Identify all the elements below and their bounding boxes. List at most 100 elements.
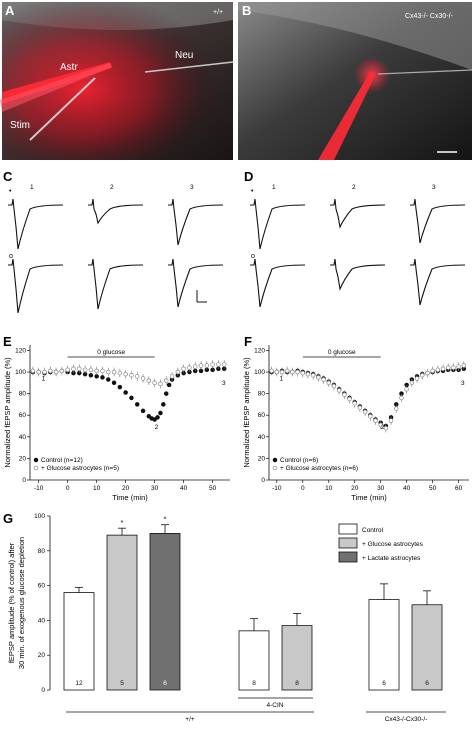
chart-e: 0 20 40 60 80 100 120 -10 0 10 20 30 40 50 Time (min) N… (3, 345, 230, 502)
annotation-2: 2 (155, 424, 159, 431)
glucose-point (404, 387, 409, 392)
y-tick-label: 60 (38, 583, 46, 590)
y-tick-label: 60 (19, 412, 27, 419)
glucose-point (106, 369, 111, 375)
control-point (106, 377, 111, 382)
glucose-point (269, 368, 274, 374)
annotation-1: 1 (42, 376, 46, 383)
glucose-point (290, 369, 295, 375)
glucose-point (48, 368, 53, 374)
y-tick-label: 40 (19, 434, 27, 441)
y-tick-label: 100 (34, 513, 45, 520)
zero-glucose-label: 0 glucose (97, 349, 125, 356)
glucose-point (152, 380, 157, 386)
glucose-point (192, 364, 198, 369)
trace-number-C-3: 3 (190, 184, 194, 191)
control-point (146, 414, 152, 419)
glucose-point (305, 371, 311, 377)
y-tick-label: 20 (258, 455, 266, 462)
bar (411, 604, 443, 691)
y-tick-label: 40 (258, 434, 266, 441)
glucose-point (394, 406, 399, 411)
control-point (155, 415, 160, 420)
legend-swatch (338, 551, 358, 563)
glucose-point (399, 395, 404, 401)
glucose-point (331, 383, 337, 389)
y-tick-label: 80 (38, 548, 46, 555)
legend-label: + Glucose astrocytes (n=5) (41, 465, 119, 472)
label-stim: Stim (10, 120, 30, 131)
legend-label: Control (n=12) (41, 457, 83, 464)
x-axis-label: Time (min) (351, 493, 387, 502)
glucose-point (321, 377, 326, 382)
glucose-point (111, 369, 117, 375)
legend-marker (272, 465, 278, 471)
glucose-point (295, 369, 300, 375)
control-point (117, 384, 123, 390)
trace-number-D-3: 3 (432, 184, 436, 191)
y-tick-label: 0 (261, 477, 265, 484)
trace-D-bottom-2 (330, 258, 386, 291)
x-tick-label: 40 (403, 485, 411, 492)
glucose-point (216, 362, 221, 367)
glucose-point (117, 370, 123, 376)
y-tick-label: 100 (15, 369, 26, 376)
bar-n-label: 12 (75, 680, 83, 687)
y-tick-label: 0 (22, 477, 26, 484)
bar-n-label: 6 (382, 680, 386, 687)
panel-c-letter: C (3, 169, 13, 184)
marker-open-D: o (251, 253, 255, 260)
label-astr: Astr (60, 62, 78, 73)
glucose-point (352, 401, 357, 406)
y-tick-label: 20 (38, 652, 46, 659)
glucose-point (158, 381, 163, 387)
glucose-point (357, 405, 363, 410)
glucose-point (94, 368, 99, 374)
trace-C-top-3 (168, 198, 224, 246)
panel-b-genotype: Cx43-/- Cx30-/- (405, 13, 454, 20)
y-axis-label: Normalized fEPSP amplitude (%) (3, 357, 12, 468)
y-axis-label-line1: fEPSP amplitude (% of control) after (7, 542, 16, 663)
glucose-point (163, 378, 169, 383)
y-axis-label: Normalized fEPSP amplitude (%) (242, 357, 251, 468)
group-label-4cin: 4-CIN (267, 702, 284, 709)
legend-label: + Lactate astrocytes (362, 555, 421, 562)
glucose-point (181, 366, 186, 372)
y-tick-label: 20 (19, 455, 27, 462)
chart-g: 0 20 40 60 80 100 fEPSP amplitude (% of contro… (7, 513, 446, 723)
glucose-point (440, 366, 446, 372)
control-point (123, 390, 128, 395)
trace-C-bottom-1 (8, 258, 64, 314)
glucose-point (430, 368, 435, 374)
glucose-point (82, 367, 88, 373)
y-tick-label: 80 (258, 391, 266, 398)
control-point (134, 402, 140, 407)
x-tick-label: 10 (93, 485, 101, 492)
glucose-point (123, 371, 128, 377)
marker-filled-C: • (9, 188, 12, 195)
glucose-point (388, 418, 394, 423)
trace-D-top-3 (410, 198, 466, 244)
glucose-point (77, 366, 82, 372)
scale-bar (196, 290, 207, 303)
significance-star: * (121, 518, 124, 527)
panel-a-genotype: +/+ (213, 9, 223, 16)
glucose-point (65, 367, 70, 373)
glucose-point (368, 414, 373, 419)
panel-d-letter: D (244, 169, 253, 184)
legend-swatch (338, 537, 358, 549)
marker-filled-D: • (251, 188, 254, 195)
trace-number-D-2: 2 (352, 184, 356, 191)
x-tick-label: -10 (34, 485, 44, 492)
glucose-point (134, 374, 140, 379)
glucose-point (198, 363, 204, 368)
x-tick-label: 30 (151, 485, 159, 492)
glucose-point (451, 365, 456, 370)
control-point (111, 380, 117, 386)
x-tick-label: 10 (325, 485, 333, 492)
glucose-point (30, 368, 36, 374)
glucose-point (456, 364, 461, 369)
label-neu: Neu (175, 50, 193, 61)
glucose-point (210, 362, 215, 367)
